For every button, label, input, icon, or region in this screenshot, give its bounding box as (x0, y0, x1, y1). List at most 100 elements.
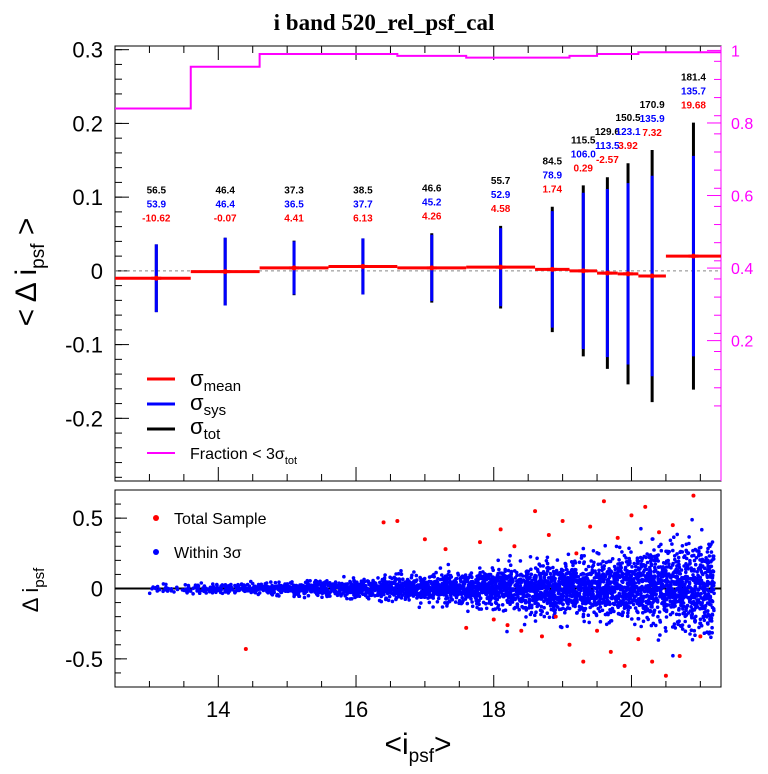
within-point (172, 590, 176, 594)
within-point (652, 588, 657, 592)
within-point (656, 559, 660, 563)
within-point (575, 611, 579, 615)
within-point (355, 580, 359, 584)
within-point (708, 570, 713, 575)
within-point (220, 583, 225, 587)
within-point (682, 555, 686, 560)
within-point (525, 572, 530, 576)
within-point (422, 592, 426, 597)
within-point (361, 586, 365, 590)
within-point (495, 585, 499, 589)
within-point (235, 588, 240, 593)
within-point (574, 568, 578, 572)
sys-value-label: 135.9 (640, 114, 665, 125)
within-point (639, 526, 643, 531)
within-point (542, 605, 546, 610)
within-point (692, 558, 697, 563)
within-point (707, 632, 711, 636)
within-point (688, 561, 692, 565)
within-point (269, 580, 273, 584)
within-point (563, 610, 567, 615)
within-point (608, 610, 613, 615)
fraction-step-line (115, 51, 721, 110)
top-ylabel: < Δ ipsf > (10, 218, 49, 327)
within-point (555, 605, 560, 609)
within-point (512, 569, 517, 573)
within-point (636, 592, 640, 596)
within-point (693, 620, 697, 624)
within-point (702, 618, 707, 623)
within-point (630, 600, 634, 605)
within-point (615, 577, 619, 581)
within-point (680, 604, 685, 608)
tot-value-label: 84.5 (543, 157, 563, 168)
within-point (258, 585, 263, 590)
within-point (594, 613, 599, 618)
within-point (641, 570, 646, 574)
within-point (505, 629, 509, 634)
within-point (396, 589, 400, 593)
within-point (351, 576, 356, 580)
within-point (415, 578, 419, 582)
within-point (449, 594, 453, 598)
within-point (376, 593, 380, 598)
within-point (693, 562, 698, 567)
within-point (596, 579, 600, 584)
within-point (447, 569, 451, 574)
within-point (652, 576, 656, 580)
within-point (592, 598, 597, 602)
within-point (645, 584, 649, 589)
within-point (649, 576, 653, 581)
within-point (616, 562, 620, 566)
within-point (399, 569, 403, 573)
within-point (503, 569, 508, 573)
within-point (581, 612, 586, 617)
within-point (539, 604, 544, 609)
within-point (381, 591, 386, 595)
within-point (705, 583, 710, 587)
within-point (604, 560, 609, 565)
within-point (558, 580, 562, 584)
within-point (492, 591, 497, 595)
top-ylabel-sub: psf (28, 243, 49, 269)
within-point (666, 584, 671, 588)
within-point (586, 613, 591, 617)
within-point (510, 577, 514, 582)
within-point (535, 556, 539, 561)
within-point (468, 586, 473, 591)
legend-within-label: Within 3σ (174, 545, 242, 562)
within-point (640, 596, 644, 600)
within-point (632, 561, 636, 566)
within-point (164, 582, 168, 587)
within-point (571, 579, 575, 583)
within-point (660, 570, 664, 574)
within-point (587, 620, 591, 625)
total-sample-point (657, 530, 662, 535)
within-point (617, 586, 622, 590)
within-point (709, 603, 713, 607)
within-point (215, 588, 219, 592)
within-point (532, 598, 536, 602)
bottom-ylabel-main: Δ i (18, 588, 43, 612)
within-point (191, 592, 195, 596)
total-sample-point (574, 551, 579, 556)
within-point (697, 625, 701, 630)
within-point (155, 589, 160, 593)
within-point (653, 558, 658, 563)
within-point (649, 582, 653, 587)
within-point (295, 589, 299, 593)
within-point (675, 552, 679, 556)
within-point (466, 595, 470, 599)
bottom-xtick-label: 20 (619, 697, 643, 722)
legend-sys-sub: sys (204, 402, 227, 419)
within-point (654, 623, 658, 628)
within-point (657, 610, 662, 614)
within-point (636, 586, 641, 591)
within-point (609, 596, 613, 600)
within-point (677, 619, 681, 623)
within-point (418, 575, 422, 580)
within-point (594, 572, 599, 577)
within-point (659, 548, 664, 553)
within-point (447, 580, 452, 584)
total-sample-point (567, 642, 572, 647)
